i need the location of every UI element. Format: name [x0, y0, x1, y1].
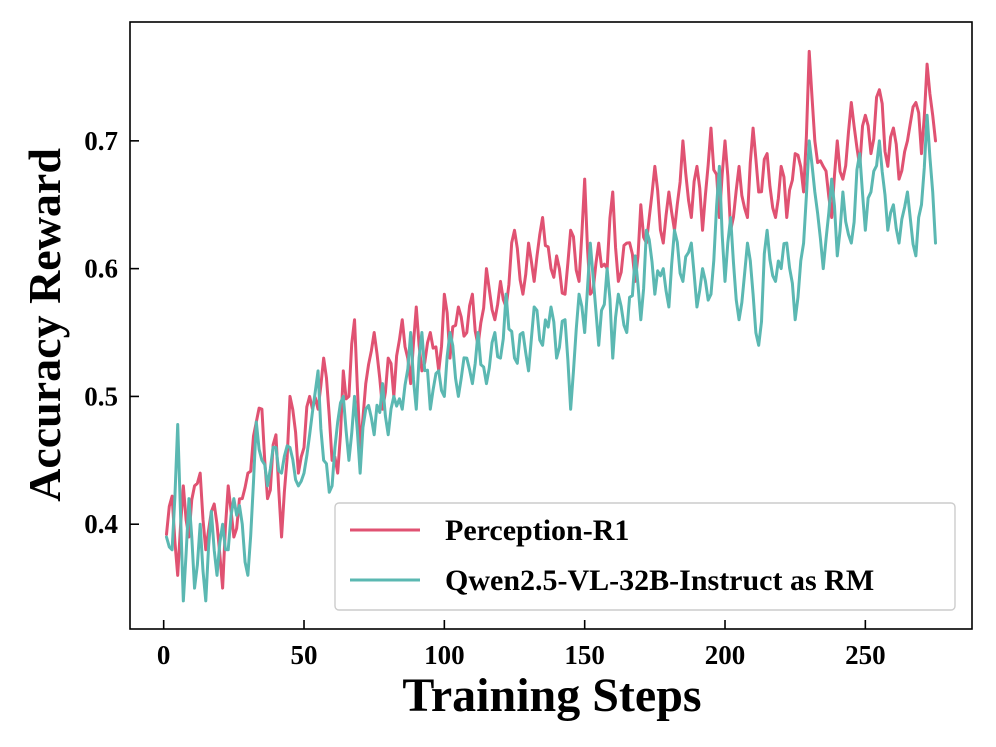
plot-frame	[129, 21, 973, 630]
x-axis-title: Training Steps	[402, 669, 701, 722]
y-tick-label: 0.7	[84, 126, 118, 156]
series-layer	[164, 49, 938, 603]
legend-box	[334, 502, 956, 611]
x-tick-label: 150	[564, 640, 605, 670]
y-axis-ticks: 0.4 0.5 0.6 0.7	[84, 126, 139, 539]
x-tick-label: 200	[705, 640, 746, 670]
x-tick-label: 250	[845, 640, 886, 670]
y-axis-title: Accuracy Reward	[19, 148, 70, 502]
x-tick-label: 100	[424, 640, 465, 670]
series-line-qwen-rm	[164, 113, 938, 603]
y-tick-label: 0.6	[84, 254, 118, 284]
legend-label-perception-r1: Perception-R1	[445, 514, 629, 547]
legend: Perception-R1 Qwen2.5-VL-32B-Instruct as…	[334, 502, 956, 611]
y-tick-label: 0.5	[84, 381, 118, 411]
x-tick-label: 50	[291, 640, 318, 670]
legend-label-qwen-rm: Qwen2.5-VL-32B-Instruct as RM	[445, 564, 874, 597]
x-axis-ticks: 0 50 100 150 200 250	[157, 620, 886, 670]
series-line-perception-r1	[164, 49, 938, 590]
x-tick-label: 0	[157, 640, 171, 670]
y-tick-label: 0.4	[84, 509, 118, 539]
